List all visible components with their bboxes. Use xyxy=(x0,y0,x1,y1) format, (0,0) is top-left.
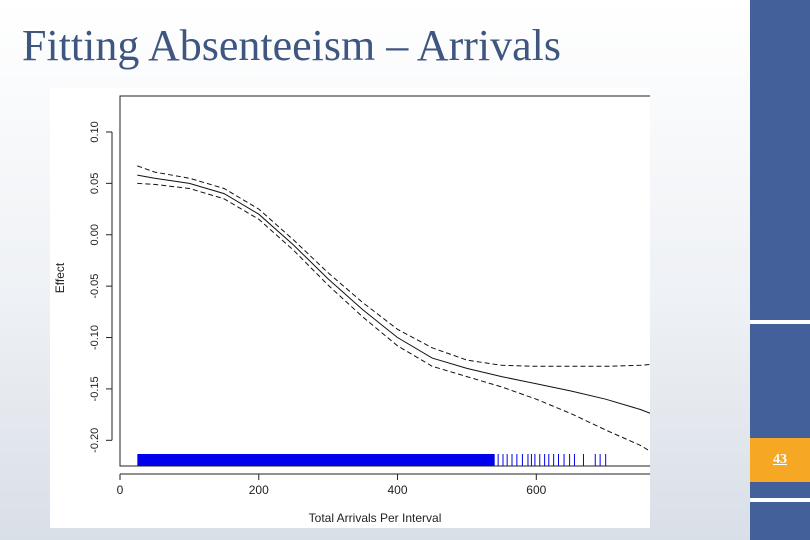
series-layer xyxy=(137,165,676,467)
x-axis-label: Total Arrivals Per Interval xyxy=(309,511,442,525)
effect-line xyxy=(137,174,676,424)
x-tick-label: 0 xyxy=(117,483,124,497)
y-axis: -0.20 -0.15 -0.10 -0.05 0.00 0.05 0.10 xyxy=(89,121,113,453)
y-axis-label: Effect xyxy=(53,262,67,293)
slide-title: Fitting Absenteeism – Arrivals xyxy=(22,21,561,70)
y-tick-label: -0.10 xyxy=(89,325,101,350)
x-tick-label: 600 xyxy=(526,483,546,497)
y-tick-label: -0.20 xyxy=(89,428,101,453)
x-tick-label: 400 xyxy=(388,483,408,497)
x-tick-label: 200 xyxy=(249,483,269,497)
plot-frame xyxy=(119,95,683,467)
confidence-band-line xyxy=(137,165,676,367)
plot-panel: -0.20 -0.15 -0.10 -0.05 0.00 0.05 0.10 0 200 400… xyxy=(50,88,685,528)
y-tick-label: -0.05 xyxy=(89,274,101,299)
y-tick-label: 0.05 xyxy=(89,173,101,194)
y-tick-label: -0.15 xyxy=(89,376,101,401)
y-tick-label: 0.00 xyxy=(89,224,101,245)
y-tick-label: 0.10 xyxy=(89,121,101,142)
effect-chart: -0.20 -0.15 -0.10 -0.05 0.00 0.05 0.10 0 200 400… xyxy=(53,95,685,525)
confidence-band-line xyxy=(137,182,676,467)
rug-dense-block xyxy=(137,454,495,466)
sidebar-stripe xyxy=(750,498,810,502)
x-axis: 0200400600800 xyxy=(117,473,685,497)
rug-layer xyxy=(137,454,674,466)
page-number-badge: 43 xyxy=(750,438,810,482)
sidebar-stripe xyxy=(750,320,810,324)
